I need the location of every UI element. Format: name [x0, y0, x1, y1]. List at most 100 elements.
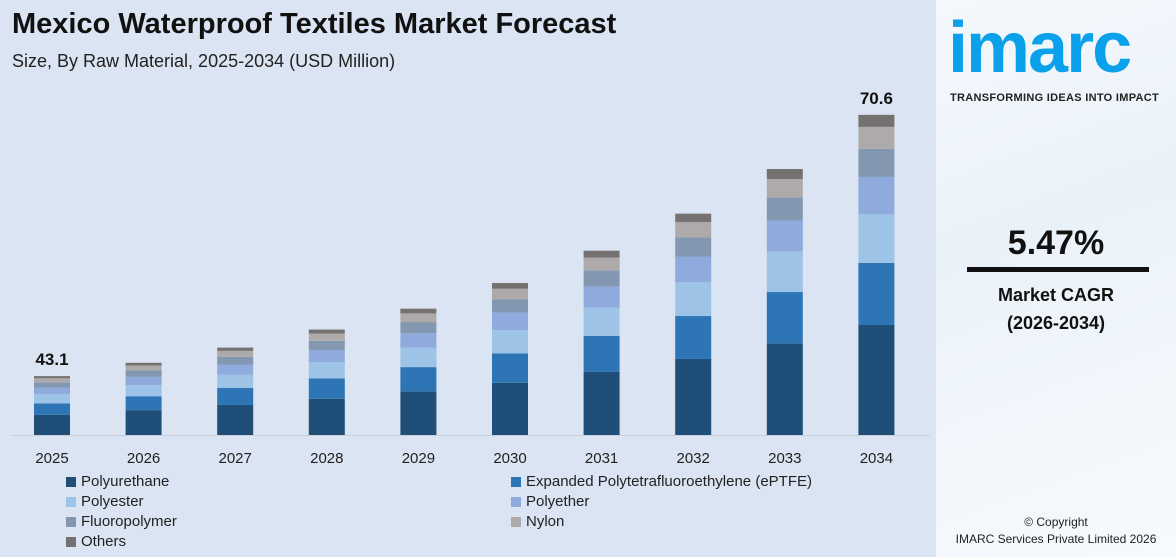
bar-segment-2033-expanded-polytetrafluoroethylene-eptfe-	[766, 292, 803, 344]
bar-segment-2029-polyether	[400, 333, 437, 348]
bar-segment-2029-polyurethane	[400, 391, 437, 435]
legend-label: Polyurethane	[81, 473, 170, 490]
legend-label: Nylon	[526, 513, 565, 530]
legend-label: Others	[81, 533, 127, 550]
bar-segment-2027-nylon	[217, 350, 254, 357]
bar-segment-2033-polyester	[766, 251, 803, 293]
legend-swatch	[66, 496, 76, 507]
x-tick-label: 2033	[768, 450, 801, 467]
bar-segment-2027-polyether	[217, 364, 254, 375]
legend-swatch	[511, 516, 521, 527]
bar-segment-2027-fluoropolymer	[217, 356, 254, 365]
bar-segment-2029-fluoropolymer	[400, 322, 437, 334]
bar-segment-2032-fluoropolymer	[675, 237, 712, 257]
bar-segment-2031-fluoropolymer	[583, 270, 620, 287]
bar-segment-2030-fluoropolymer	[492, 299, 528, 313]
x-tick-label: 2030	[493, 450, 526, 467]
bar-segment-2027-others	[217, 347, 254, 351]
legend-label: Polyester	[81, 493, 144, 510]
legend-label: Polyether	[526, 493, 590, 510]
bar-segment-2031-polyurethane	[583, 371, 620, 435]
bar-segment-2032-expanded-polytetrafluoroethylene-eptfe-	[675, 316, 712, 359]
bar-segment-2026-fluoropolymer	[125, 370, 162, 377]
legend-item: Expanded Polytetrafluoroethylene (ePTFE)	[511, 473, 812, 490]
divider	[967, 267, 1149, 272]
bar-segment-2027-expanded-polytetrafluoroethylene-eptfe-	[217, 388, 254, 405]
legend-swatch	[511, 476, 521, 487]
bar-segment-2025-polyurethane	[34, 414, 70, 435]
imarc-logo: imarc	[948, 8, 1132, 88]
bar-segment-2032-polyurethane	[675, 358, 712, 435]
cagr-period: (2026-2034)	[1006, 313, 1106, 333]
bar-segment-2025-polyester	[34, 394, 70, 404]
legend-item: Fluoropolymer	[66, 513, 177, 530]
bar-segment-2030-others	[492, 283, 528, 289]
bar-segment-2031-others	[583, 250, 620, 258]
x-tick-label: 2028	[310, 450, 343, 467]
legend-label: Expanded Polytetrafluoroethylene (ePTFE)	[526, 473, 812, 490]
legend-label: Fluoropolymer	[81, 513, 177, 530]
bar-segment-2025-nylon	[34, 378, 70, 383]
bar-segment-2034-others	[858, 114, 895, 127]
legend-item: Polyether	[511, 493, 589, 510]
bar-segment-2033-polyurethane	[766, 343, 803, 435]
bar-segment-2026-polyester	[125, 385, 162, 397]
data-label: 70.6	[860, 89, 893, 108]
x-tick-label: 2025	[35, 450, 68, 467]
bar-segment-2029-polyester	[400, 347, 437, 368]
x-tick-label: 2034	[860, 450, 893, 467]
legend-item: Polyurethane	[66, 473, 169, 490]
bar-segment-2031-nylon	[583, 257, 620, 271]
bar-segment-2033-others	[766, 169, 803, 179]
bar-segment-2030-polyether	[492, 312, 528, 331]
bar-segment-2027-polyurethane	[217, 404, 254, 435]
cagr-value: 5.47%	[1007, 224, 1105, 262]
bar-segment-2028-polyether	[308, 349, 345, 363]
copyright: © Copyright	[1024, 515, 1088, 529]
legend-swatch	[66, 516, 76, 527]
bar-segment-2031-polyester	[583, 307, 620, 336]
bar-segment-2025-others	[34, 376, 70, 379]
legend-swatch	[66, 536, 76, 547]
legend-swatch	[66, 476, 76, 487]
bar-segment-2028-nylon	[308, 333, 345, 341]
x-tick-label: 2026	[127, 450, 160, 467]
bar-segment-2025-expanded-polytetrafluoroethylene-eptfe-	[34, 403, 70, 415]
x-tick-label: 2032	[677, 450, 710, 467]
bar-segment-2032-others	[675, 213, 712, 222]
bar-segment-2034-nylon	[858, 126, 895, 149]
bar-segment-2034-fluoropolymer	[858, 148, 895, 177]
bar-segment-2033-nylon	[766, 178, 803, 198]
x-tick-label: 2029	[402, 450, 435, 467]
chart-title: Mexico Waterproof Textiles Market Foreca…	[12, 8, 617, 40]
bar-segment-2026-polyether	[125, 376, 162, 386]
sidebar: imarc TRANSFORMING IDEAS INTO IMPACT 5.4…	[936, 0, 1176, 557]
bar-segment-2032-polyether	[675, 256, 712, 283]
bar-segment-2028-expanded-polytetrafluoroethylene-eptfe-	[308, 378, 345, 399]
bar-segment-2026-nylon	[125, 365, 162, 371]
data-label: 43.1	[35, 350, 68, 369]
bar-segment-2025-fluoropolymer	[34, 382, 70, 388]
bar-segment-2032-nylon	[675, 221, 712, 238]
bar-segment-2028-polyurethane	[308, 398, 345, 435]
bar-segment-2029-others	[400, 308, 437, 314]
bar-segment-2030-nylon	[492, 288, 528, 300]
bar-segment-2034-expanded-polytetrafluoroethylene-eptfe-	[858, 262, 895, 325]
bar-segment-2029-expanded-polytetrafluoroethylene-eptfe-	[400, 367, 437, 392]
x-tick-label: 2027	[219, 450, 252, 467]
legend-item: Others	[66, 533, 126, 550]
bar-segment-2034-polyether	[858, 176, 895, 215]
company-name: IMARC Services Private Limited 2026	[955, 532, 1157, 546]
bar-segment-2026-expanded-polytetrafluoroethylene-eptfe-	[125, 396, 162, 411]
tagline: TRANSFORMING IDEAS INTO IMPACT	[950, 92, 1160, 104]
bar-segment-2029-nylon	[400, 313, 437, 323]
legend-swatch	[511, 496, 521, 507]
bar-segment-2031-expanded-polytetrafluoroethylene-eptfe-	[583, 335, 620, 372]
legend-item: Nylon	[511, 513, 564, 530]
bar-segment-2028-fluoropolymer	[308, 340, 345, 350]
chart-area: Mexico Waterproof Textiles Market Foreca…	[10, 8, 930, 550]
x-tick-label: 2031	[585, 450, 618, 467]
bar-segment-2028-others	[308, 329, 345, 334]
bar-segment-2025-polyether	[34, 387, 70, 395]
bar-segment-2034-polyurethane	[858, 324, 895, 435]
